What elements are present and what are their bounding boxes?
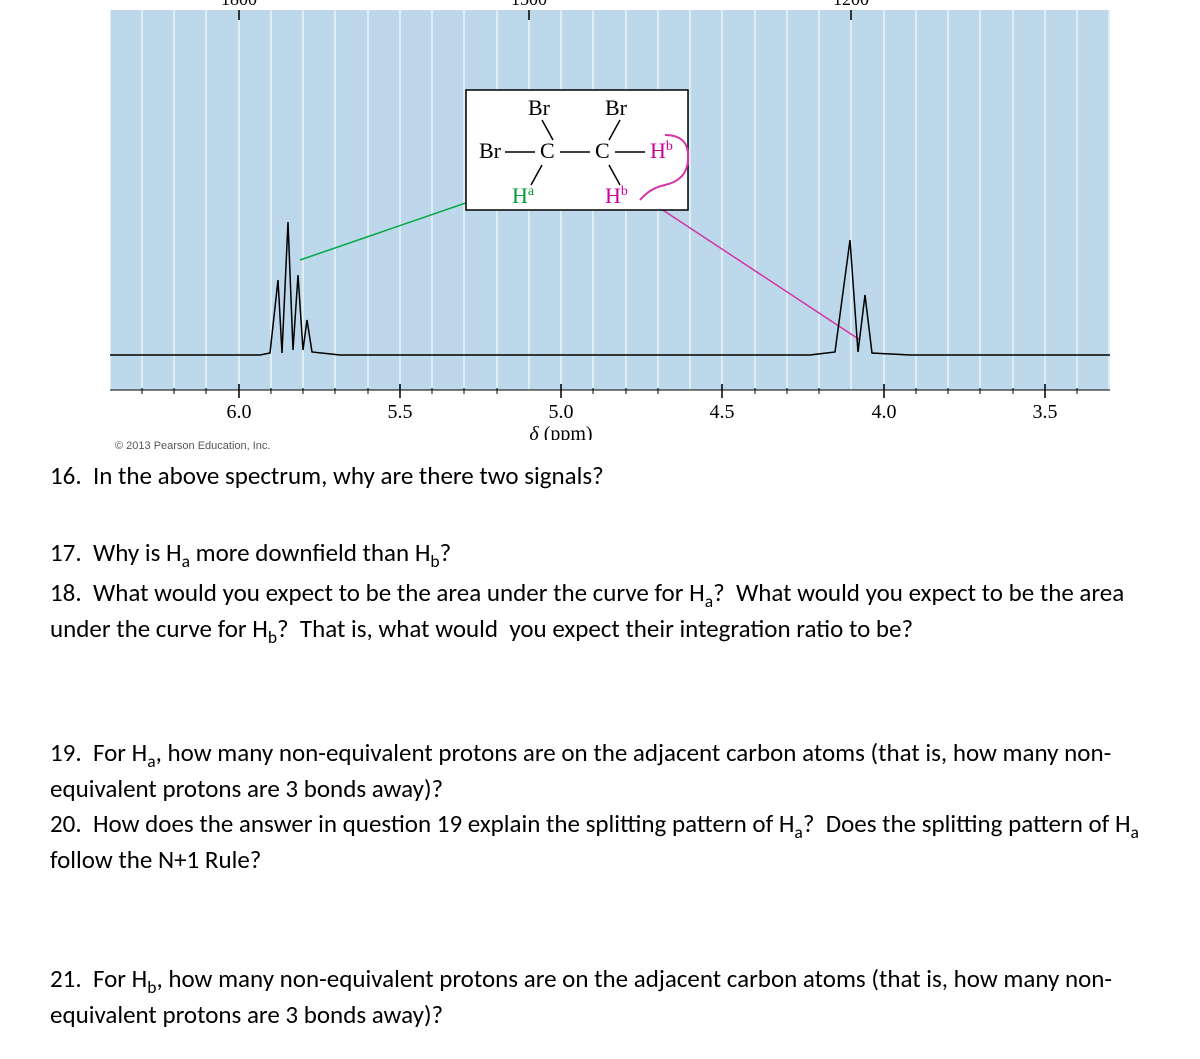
svg-text:Br: Br: [479, 138, 502, 163]
x-axis-label: δ (ppm): [529, 423, 592, 440]
nmr-spectrum: 1800 1500 1200 Br Br Br C C Hb Ha Hb: [110, 0, 1110, 440]
svg-text:Br: Br: [605, 95, 628, 120]
top-tick-1200: 1200: [833, 0, 869, 9]
xtick-6.0: 6.0: [227, 401, 252, 423]
question-18: 18. What would you expect to be the area…: [50, 577, 1150, 649]
question-16: 16. In the above spectrum, why are there…: [50, 460, 1150, 491]
svg-text:C: C: [540, 138, 555, 163]
xtick-3.5: 3.5: [1033, 401, 1058, 423]
xtick-4.0: 4.0: [872, 401, 897, 423]
spectrum-svg: 1800 1500 1200 Br Br Br C C Hb Ha Hb: [110, 0, 1110, 440]
xtick-5.5: 5.5: [388, 401, 413, 423]
top-tick-1800: 1800: [221, 0, 257, 9]
copyright-text: © 2013 Pearson Education, Inc.: [115, 440, 1200, 452]
question-20: 20. How does the answer in question 19 e…: [50, 808, 1150, 875]
xtick-4.5: 4.5: [710, 401, 735, 423]
question-19: 19. For Ha, how many non-equivalent prot…: [50, 737, 1150, 804]
question-21: 21. For Hb, how many non-equivalent prot…: [50, 963, 1150, 1030]
svg-text:Br: Br: [528, 95, 551, 120]
xtick-5.0: 5.0: [549, 401, 574, 423]
svg-text:C: C: [595, 138, 610, 163]
questions-block: 16. In the above spectrum, why are there…: [50, 460, 1150, 1030]
top-tick-1500: 1500: [511, 0, 547, 9]
question-17: 17. Why is Ha more downfield than Hb?: [50, 537, 1150, 573]
